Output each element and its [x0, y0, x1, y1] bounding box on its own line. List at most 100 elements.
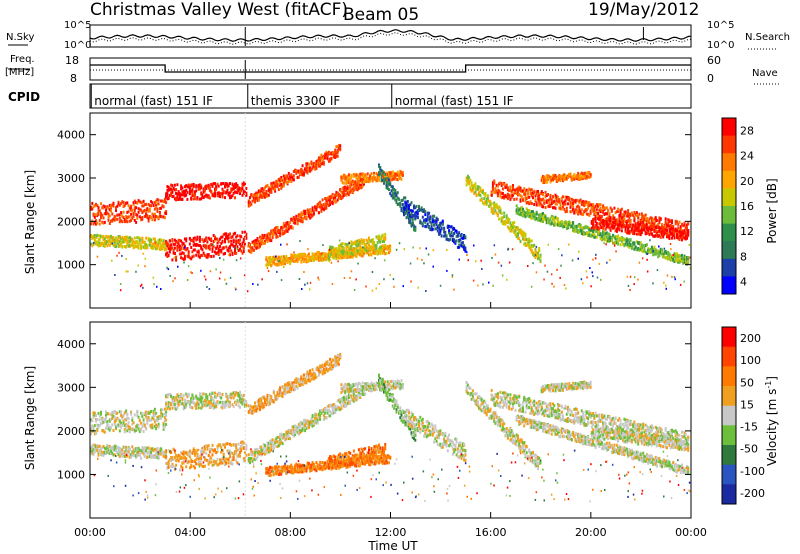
- power-panel: [205, 278, 207, 281]
- power-panel: [524, 234, 527, 238]
- power-panel: [445, 237, 448, 241]
- power-panel: [354, 174, 357, 178]
- power-panel: [423, 262, 425, 265]
- power-panel: [316, 162, 319, 166]
- power-panel: [272, 181, 275, 185]
- power-panel: [125, 245, 128, 249]
- power-panel: [290, 173, 293, 177]
- power-panel: [300, 259, 303, 263]
- power-panel: [398, 177, 400, 180]
- power-panel: [217, 184, 220, 188]
- power-panel: [642, 214, 645, 218]
- power-panel: [93, 234, 96, 238]
- power-panel: [528, 245, 531, 249]
- power-panel: [182, 189, 185, 193]
- power-panel: [272, 255, 275, 259]
- power-panel: [385, 171, 388, 175]
- power-panel: [249, 196, 251, 200]
- power-panel: [501, 195, 504, 199]
- power-panel: [391, 185, 394, 189]
- power-panel: [299, 253, 302, 257]
- power-panel: [666, 235, 668, 239]
- power-panel: [269, 262, 271, 266]
- power-panel: [276, 180, 279, 184]
- power-panel: [677, 230, 680, 234]
- power-panel: [383, 171, 385, 175]
- power-panel: [666, 251, 668, 255]
- power-panel: [395, 177, 398, 181]
- power-panel: [614, 223, 617, 227]
- power-panel: [597, 232, 600, 236]
- power-panel: [270, 184, 273, 188]
- power-panel: [589, 209, 592, 213]
- power-panel: [280, 260, 283, 264]
- power-panel: [610, 236, 613, 240]
- power-panel: [312, 211, 315, 214]
- power-panel: [470, 183, 473, 187]
- power-panel: [578, 224, 581, 228]
- power-panel: [310, 160, 313, 164]
- power-panel: [153, 244, 156, 248]
- power-panel: [250, 246, 253, 250]
- power-panel: [401, 173, 404, 177]
- power-panel: [329, 253, 332, 257]
- power-panel: [506, 197, 509, 201]
- power-panel: [264, 186, 266, 190]
- power-panel: [285, 223, 288, 227]
- power-panel: [115, 209, 117, 213]
- power-panel: [183, 244, 186, 248]
- power-panel: [280, 176, 283, 179]
- power-panel: [672, 258, 675, 262]
- power-panel: [613, 225, 616, 229]
- power-panel: [241, 184, 244, 188]
- power-panel: [618, 216, 621, 220]
- power-panel: [540, 203, 543, 207]
- power-panel: [577, 204, 580, 208]
- power-panel: [605, 235, 608, 239]
- power-panel: [310, 213, 313, 217]
- power-panel: [168, 250, 171, 254]
- power-panel: [347, 190, 350, 194]
- power-panel: [176, 197, 179, 201]
- power-panel: [653, 248, 656, 252]
- power-panel: [176, 192, 179, 196]
- power-panel: [558, 223, 561, 227]
- power-panel: [679, 254, 682, 258]
- power-panel: [304, 212, 307, 215]
- power-panel: [352, 183, 355, 186]
- power-panel: [615, 241, 618, 245]
- power-panel: [208, 196, 211, 200]
- power-panel: [503, 222, 506, 226]
- power-panel: [241, 241, 244, 245]
- power-panel: [580, 203, 583, 206]
- power-panel: [234, 190, 236, 194]
- power-panel: [182, 242, 185, 246]
- power-panel: [350, 189, 353, 193]
- power-panel: [543, 217, 546, 221]
- power-panel: [363, 251, 365, 255]
- power-panel: [146, 214, 149, 218]
- power-panel: [227, 249, 230, 253]
- power-panel: [494, 204, 497, 208]
- power-panel: [306, 254, 309, 257]
- power-panel: [166, 197, 169, 201]
- power-panel: [100, 216, 102, 220]
- power-panel: [411, 213, 414, 217]
- power-panel: [126, 240, 129, 243]
- power-panel: [116, 217, 119, 221]
- power-panel: [92, 234, 95, 238]
- power-panel: [105, 210, 107, 214]
- power-panel: [234, 186, 236, 190]
- power-panel: [255, 238, 258, 242]
- power-panel: [542, 220, 544, 223]
- power-panel: [235, 242, 238, 246]
- power-panel: [298, 278, 301, 280]
- power-panel: [527, 190, 529, 194]
- power-panel: [671, 219, 673, 223]
- power-panel: [456, 245, 459, 249]
- power-panel: [689, 267, 691, 270]
- power-panel: [217, 253, 220, 256]
- power-panel: [331, 252, 334, 256]
- power-panel: [604, 212, 607, 216]
- power-panel: [318, 278, 320, 281]
